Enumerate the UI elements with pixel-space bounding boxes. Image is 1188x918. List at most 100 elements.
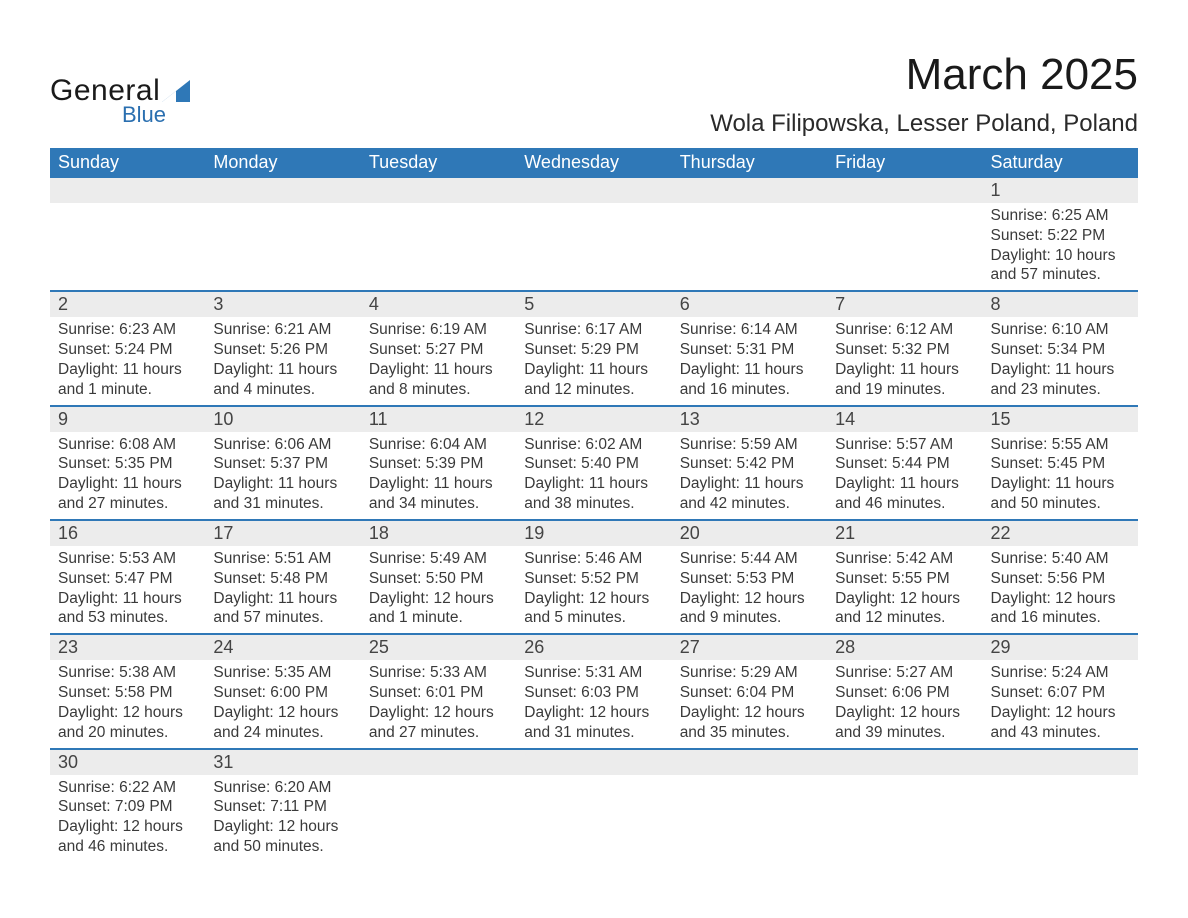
day-number-row	[361, 750, 516, 775]
brand-logo: General Blue	[50, 50, 190, 128]
day-number: 13	[672, 407, 827, 432]
daylight-text: Daylight: 12 hours and 39 minutes.	[835, 703, 974, 743]
day-number-row: 25	[361, 635, 516, 660]
daylight-text: Daylight: 12 hours and 12 minutes.	[835, 589, 974, 629]
sunrise-text: Sunrise: 6:25 AM	[991, 206, 1130, 226]
day-number-row	[361, 178, 516, 203]
day-number: 14	[827, 407, 982, 432]
daylight-text: Daylight: 12 hours and 31 minutes.	[524, 703, 663, 743]
sunset-text: Sunset: 5:52 PM	[524, 569, 663, 589]
day-number-row: 26	[516, 635, 671, 660]
day-number: 27	[672, 635, 827, 660]
day-details: Sunrise: 6:21 AMSunset: 5:26 PMDaylight:…	[205, 317, 360, 404]
sunrise-text: Sunrise: 5:53 AM	[58, 549, 197, 569]
calendar-day: 1Sunrise: 6:25 AMSunset: 5:22 PMDaylight…	[983, 178, 1138, 290]
day-number-row: 20	[672, 521, 827, 546]
daylight-text: Daylight: 11 hours and 46 minutes.	[835, 474, 974, 514]
day-number: 3	[205, 292, 360, 317]
dow-saturday: Saturday	[983, 148, 1138, 178]
daylight-text: Daylight: 11 hours and 34 minutes.	[369, 474, 508, 514]
day-number-row: 5	[516, 292, 671, 317]
day-number-row	[672, 178, 827, 203]
sunset-text: Sunset: 5:31 PM	[680, 340, 819, 360]
day-number-row: 2	[50, 292, 205, 317]
calendar-week: 23Sunrise: 5:38 AMSunset: 5:58 PMDayligh…	[50, 635, 1138, 749]
day-number: 31	[205, 750, 360, 775]
day-details	[516, 203, 671, 211]
calendar-day: 8Sunrise: 6:10 AMSunset: 5:34 PMDaylight…	[983, 292, 1138, 404]
day-number-row: 8	[983, 292, 1138, 317]
sunrise-text: Sunrise: 6:21 AM	[213, 320, 352, 340]
sunset-text: Sunset: 5:29 PM	[524, 340, 663, 360]
daylight-text: Daylight: 11 hours and 23 minutes.	[991, 360, 1130, 400]
calendar-day: 21Sunrise: 5:42 AMSunset: 5:55 PMDayligh…	[827, 521, 982, 633]
brand-blue-text: Blue	[122, 102, 166, 128]
day-number-row: 10	[205, 407, 360, 432]
location-subtitle: Wola Filipowska, Lesser Poland, Poland	[710, 110, 1138, 138]
day-number-row	[672, 750, 827, 775]
sunset-text: Sunset: 5:34 PM	[991, 340, 1130, 360]
day-details: Sunrise: 6:02 AMSunset: 5:40 PMDaylight:…	[516, 432, 671, 519]
calendar-day: 23Sunrise: 5:38 AMSunset: 5:58 PMDayligh…	[50, 635, 205, 747]
day-number: 7	[827, 292, 982, 317]
day-number: 20	[672, 521, 827, 546]
day-number-row: 31	[205, 750, 360, 775]
day-number-row	[983, 750, 1138, 775]
day-number	[983, 750, 1138, 775]
day-details: Sunrise: 5:46 AMSunset: 5:52 PMDaylight:…	[516, 546, 671, 633]
calendar-day	[672, 178, 827, 290]
day-number: 16	[50, 521, 205, 546]
sunrise-text: Sunrise: 6:22 AM	[58, 778, 197, 798]
day-details: Sunrise: 6:06 AMSunset: 5:37 PMDaylight:…	[205, 432, 360, 519]
calendar-week: 1Sunrise: 6:25 AMSunset: 5:22 PMDaylight…	[50, 178, 1138, 292]
sunrise-text: Sunrise: 5:27 AM	[835, 663, 974, 683]
sunrise-text: Sunrise: 5:55 AM	[991, 435, 1130, 455]
day-number	[516, 178, 671, 203]
day-number	[50, 178, 205, 203]
calendar-week: 30Sunrise: 6:22 AMSunset: 7:09 PMDayligh…	[50, 750, 1138, 862]
calendar-day	[672, 750, 827, 862]
day-details: Sunrise: 5:29 AMSunset: 6:04 PMDaylight:…	[672, 660, 827, 747]
day-details: Sunrise: 5:44 AMSunset: 5:53 PMDaylight:…	[672, 546, 827, 633]
dow-thursday: Thursday	[672, 148, 827, 178]
calendar-day: 17Sunrise: 5:51 AMSunset: 5:48 PMDayligh…	[205, 521, 360, 633]
day-number-row	[827, 178, 982, 203]
day-number-row: 7	[827, 292, 982, 317]
day-number-row: 27	[672, 635, 827, 660]
calendar-day	[205, 178, 360, 290]
day-number-row: 9	[50, 407, 205, 432]
day-number-row	[50, 178, 205, 203]
day-number: 23	[50, 635, 205, 660]
sunset-text: Sunset: 5:27 PM	[369, 340, 508, 360]
sunset-text: Sunset: 6:07 PM	[991, 683, 1130, 703]
daylight-text: Daylight: 11 hours and 8 minutes.	[369, 360, 508, 400]
day-details: Sunrise: 6:23 AMSunset: 5:24 PMDaylight:…	[50, 317, 205, 404]
daylight-text: Daylight: 12 hours and 5 minutes.	[524, 589, 663, 629]
daylight-text: Daylight: 12 hours and 9 minutes.	[680, 589, 819, 629]
day-details: Sunrise: 5:24 AMSunset: 6:07 PMDaylight:…	[983, 660, 1138, 747]
day-number-row: 14	[827, 407, 982, 432]
day-details: Sunrise: 6:08 AMSunset: 5:35 PMDaylight:…	[50, 432, 205, 519]
sunrise-text: Sunrise: 5:59 AM	[680, 435, 819, 455]
day-details: Sunrise: 6:22 AMSunset: 7:09 PMDaylight:…	[50, 775, 205, 862]
day-details: Sunrise: 5:27 AMSunset: 6:06 PMDaylight:…	[827, 660, 982, 747]
day-number: 19	[516, 521, 671, 546]
daylight-text: Daylight: 10 hours and 57 minutes.	[991, 246, 1130, 286]
calendar-day: 19Sunrise: 5:46 AMSunset: 5:52 PMDayligh…	[516, 521, 671, 633]
day-number: 11	[361, 407, 516, 432]
day-details	[672, 775, 827, 783]
sunset-text: Sunset: 7:11 PM	[213, 797, 352, 817]
calendar-day: 27Sunrise: 5:29 AMSunset: 6:04 PMDayligh…	[672, 635, 827, 747]
sunset-text: Sunset: 5:26 PM	[213, 340, 352, 360]
day-number: 6	[672, 292, 827, 317]
sunrise-text: Sunrise: 5:29 AM	[680, 663, 819, 683]
sunset-text: Sunset: 6:00 PM	[213, 683, 352, 703]
daylight-text: Daylight: 11 hours and 16 minutes.	[680, 360, 819, 400]
calendar-day: 24Sunrise: 5:35 AMSunset: 6:00 PMDayligh…	[205, 635, 360, 747]
daylight-text: Daylight: 11 hours and 4 minutes.	[213, 360, 352, 400]
daylight-text: Daylight: 12 hours and 50 minutes.	[213, 817, 352, 857]
day-number: 28	[827, 635, 982, 660]
sunrise-text: Sunrise: 5:46 AM	[524, 549, 663, 569]
sunset-text: Sunset: 5:39 PM	[369, 454, 508, 474]
calendar-day: 25Sunrise: 5:33 AMSunset: 6:01 PMDayligh…	[361, 635, 516, 747]
